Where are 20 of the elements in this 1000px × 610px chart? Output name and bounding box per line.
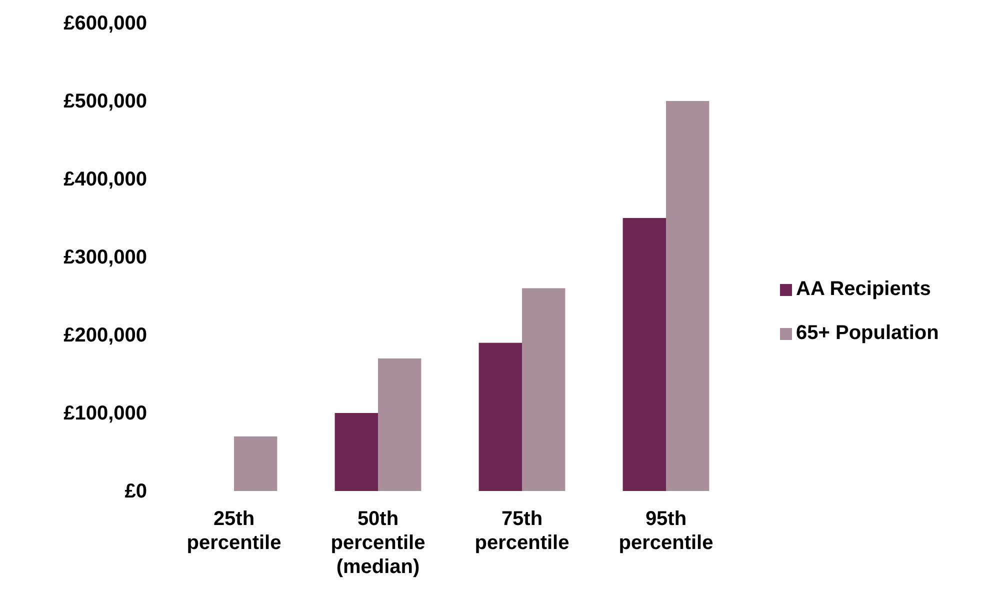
y-tick-label: £500,000 — [64, 90, 147, 112]
legend-label: 65+ Population — [796, 322, 939, 344]
x-tick-label: 75th percentile — [474, 508, 570, 554]
bar — [378, 358, 422, 491]
bar — [334, 413, 378, 491]
y-tick-label: £100,000 — [64, 402, 147, 424]
legend-label: AA Recipients — [796, 278, 931, 300]
x-tick-label: 95th percentile — [618, 508, 714, 554]
bar — [234, 436, 278, 491]
bar — [478, 342, 522, 491]
y-tick-label: £200,000 — [64, 324, 147, 346]
bar — [522, 288, 566, 491]
y-tick-label: £600,000 — [64, 12, 147, 34]
y-tick-label: £0 — [124, 480, 147, 502]
y-tick-label: £300,000 — [64, 246, 147, 268]
y-tick-label: £400,000 — [64, 168, 147, 190]
bar — [622, 218, 666, 491]
x-tick-label: 50th percentile (median) — [330, 508, 426, 578]
x-tick-label: 25th percentile — [186, 508, 282, 554]
bar — [666, 101, 710, 491]
